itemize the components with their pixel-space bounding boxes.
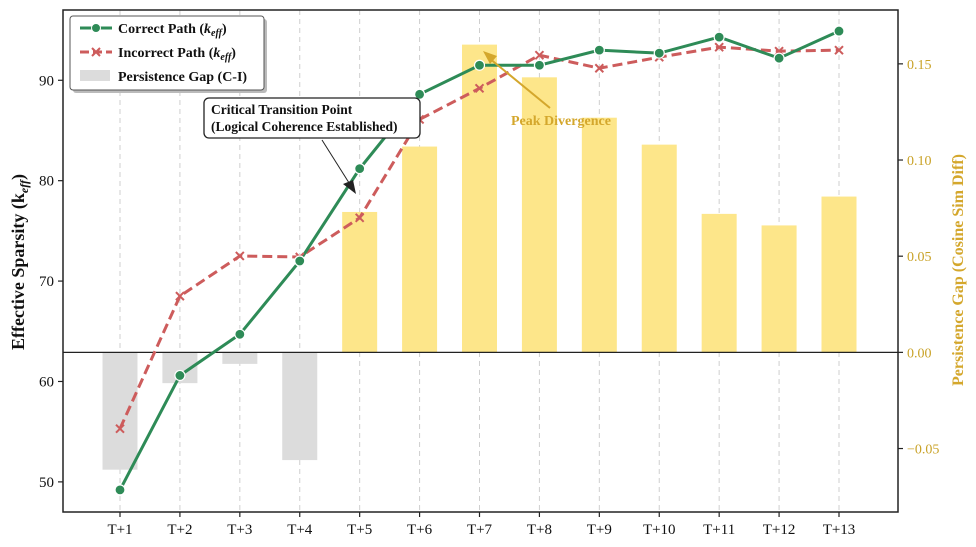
gap-bar-T+7 — [462, 44, 497, 353]
incorrect-point-T+5 — [354, 213, 365, 223]
correct-point-T+3 — [234, 328, 246, 340]
right-tick-label-1: 0.00 — [907, 346, 932, 361]
legend-box — [69, 15, 265, 91]
right-tick-label-3: 0.10 — [907, 154, 932, 169]
x-tick-label-T+8: T+8 — [527, 522, 552, 538]
x-tick-label-T+9: T+9 — [587, 522, 612, 538]
x-axis: T+1 T+2 T+3 T+4 T+5 T+6 T+7 T+8 T+9 T+10 T+11 T+12 T… — [107, 512, 855, 538]
incorrect-point-T+1 — [115, 423, 125, 434]
gap-bar-T+11 — [701, 213, 737, 353]
left-axis: 50 60 70 80 90 — [39, 73, 63, 491]
right-tick-label-4: 0.15 — [907, 58, 932, 73]
x-tick-label-T+1: T+1 — [107, 522, 132, 538]
gap-bar-T+8 — [521, 77, 557, 353]
x-tick-label-T+10: T+10 — [643, 522, 676, 538]
legend-gap-swatch — [80, 70, 110, 81]
correct-point-T+12 — [773, 52, 785, 64]
left-axis-label: Effective Sparsity (keff) — [8, 174, 31, 350]
left-tick-label-60: 60 — [39, 374, 54, 390]
correct-point-T+2 — [174, 369, 186, 382]
peak-annotation-label: Peak Divergence — [511, 114, 611, 129]
left-tick-label-70: 70 — [39, 274, 54, 290]
incorrect-point-T+7 — [474, 83, 485, 94]
x-tick-label-T+13: T+13 — [823, 522, 856, 538]
incorrect-point-T+9 — [594, 63, 605, 73]
x-tick-label-T+3: T+3 — [227, 522, 252, 538]
gap-bar-T+3 — [222, 352, 258, 364]
correct-point-T+7 — [473, 59, 486, 71]
left-tick-label-50: 50 — [39, 475, 54, 491]
left-tick-label-80: 80 — [39, 174, 54, 190]
correct-point-T+13 — [833, 25, 845, 37]
x-tick-label-T+11: T+11 — [703, 522, 735, 538]
gap-bar-T+9 — [581, 117, 617, 353]
peak-arrow-head-icon — [483, 51, 497, 64]
x-tick-label-T+7: T+7 — [467, 522, 493, 538]
peak-annotation-arrow — [488, 57, 551, 109]
transition-annotation-line1: Critical Transition Point — [211, 102, 353, 117]
legend: Correct Path (keff) Incorrect Path (keff… — [69, 15, 267, 93]
series-points — [114, 25, 845, 496]
annotations: Critical Transition Point (Logical Coher… — [203, 51, 611, 194]
x-tick-label-T+5: T+5 — [347, 522, 372, 538]
correct-point-T+5 — [354, 163, 366, 175]
right-tick-label-0: −0.05 — [907, 443, 939, 458]
transition-annotation-box — [203, 97, 421, 139]
plot-frame — [62, 9, 899, 513]
legend-incorrect-label: Incorrect Path (keff) — [118, 46, 236, 63]
transition-annotation-arrow — [321, 139, 352, 187]
legend-correct-marker — [91, 23, 101, 33]
incorrect-point-T+2 — [175, 291, 185, 301]
incorrect-point-T+3 — [235, 251, 245, 261]
legend-gap-label: Persistence Gap (C-I) — [118, 70, 247, 85]
correct-point-T+8 — [533, 59, 546, 71]
x-tick-label-T+4: T+4 — [287, 522, 313, 538]
right-tick-label-2: 0.05 — [907, 250, 932, 265]
gap-bar-T+4 — [282, 352, 318, 461]
gap-bars — [102, 44, 857, 470]
right-axis-label: Persistence Gap (Cosine Sim Diff) — [950, 154, 967, 386]
transition-annotation-line2: (Logical Coherence Established) — [211, 119, 398, 134]
incorrect-point-T+8 — [534, 50, 545, 60]
gap-bar-T+13 — [821, 196, 857, 353]
correct-point-T+10 — [653, 47, 665, 59]
gap-bar-T+5 — [342, 211, 378, 353]
correct-point-T+4 — [294, 255, 306, 267]
incorrect-point-T+13 — [834, 45, 844, 55]
gap-bar-T+1 — [102, 352, 138, 470]
correct-point-T+9 — [593, 44, 605, 56]
gap-bar-T+10 — [641, 144, 677, 353]
correct-point-T+1 — [114, 484, 126, 496]
transition-arrow-head-icon — [343, 180, 356, 194]
correct-point-T+6 — [413, 88, 426, 100]
legend-incorrect-marker — [91, 47, 101, 57]
gap-bar-T+12 — [761, 225, 797, 353]
x-tick-label-T+6: T+6 — [407, 522, 433, 538]
left-tick-label-90: 90 — [39, 73, 54, 89]
x-tick-label-T+12: T+12 — [763, 522, 796, 538]
gap-bar-T+6 — [402, 146, 438, 353]
right-axis: −0.05 0.00 0.05 0.10 0.15 — [898, 58, 939, 458]
legend-correct-label: Correct Path (keff) — [118, 22, 227, 39]
incorrect-point-T+11 — [714, 42, 724, 52]
x-tick-label-T+2: T+2 — [167, 522, 192, 538]
correct-point-T+11 — [713, 31, 725, 43]
